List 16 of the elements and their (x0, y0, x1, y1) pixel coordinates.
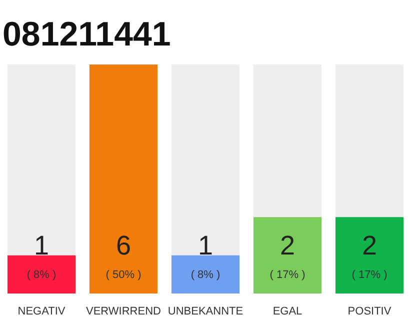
annotation: ( 17% ) (270, 268, 306, 281)
x-tick-label: UNBEKANNTE (168, 306, 244, 318)
data-label: 1 (34, 230, 50, 261)
x-tick-label: POSITIV (348, 306, 392, 318)
annotation: ( 8% ) (190, 268, 220, 281)
annotation: ( 8% ) (26, 268, 56, 281)
data-label: 1 (198, 230, 214, 261)
data-label: 2 (280, 230, 296, 261)
data-label: 2 (362, 230, 378, 261)
data-label: 6 (116, 230, 132, 261)
x-tick-label: EGAL (272, 306, 302, 318)
chart-title: 081211441 (2, 16, 171, 54)
annotation: ( 50% ) (106, 268, 142, 281)
x-tick-label: VERWIRREND (86, 306, 162, 318)
x-tick-label: NEGATIV (18, 306, 66, 318)
annotation: ( 17% ) (352, 268, 388, 281)
